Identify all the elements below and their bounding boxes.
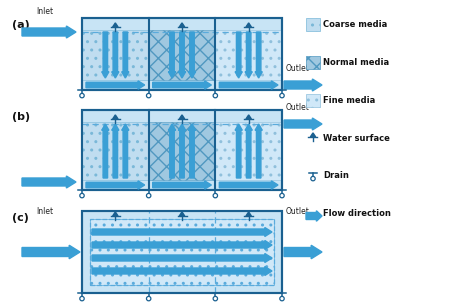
Polygon shape [113, 115, 118, 119]
Text: Inlet: Inlet [36, 7, 53, 16]
Bar [306, 18, 320, 31]
Text: Water surface: Water surface [323, 133, 390, 143]
Bar [82, 211, 282, 293]
FancyArrow shape [188, 32, 196, 78]
Text: (c): (c) [12, 213, 29, 223]
Bar [149, 30, 215, 80]
FancyArrow shape [235, 32, 242, 78]
Bar [149, 122, 215, 180]
FancyArrow shape [122, 124, 129, 178]
Text: Drain: Drain [323, 171, 349, 180]
Text: Outlet: Outlet [286, 207, 310, 216]
Bar [306, 94, 320, 107]
FancyArrow shape [112, 124, 119, 178]
Circle shape [146, 296, 151, 301]
FancyArrow shape [306, 211, 322, 221]
Text: Outlet: Outlet [286, 64, 310, 73]
FancyArrow shape [22, 176, 76, 188]
Circle shape [146, 93, 151, 98]
Bar [215, 122, 282, 180]
FancyArrow shape [284, 118, 322, 130]
FancyArrow shape [255, 124, 262, 178]
Circle shape [213, 193, 218, 198]
Text: Normal media: Normal media [323, 58, 389, 67]
FancyArrow shape [112, 32, 119, 78]
Polygon shape [246, 212, 251, 216]
FancyArrow shape [22, 26, 76, 38]
FancyArrow shape [235, 124, 242, 178]
Circle shape [280, 296, 284, 301]
FancyArrow shape [188, 124, 196, 178]
Text: Flow direction: Flow direction [323, 209, 391, 218]
Bar [82, 122, 149, 180]
FancyArrow shape [219, 81, 278, 89]
FancyArrow shape [168, 32, 175, 78]
Text: Coarse media: Coarse media [323, 19, 387, 29]
Text: (a): (a) [12, 20, 30, 30]
Bar [82, 211, 282, 293]
Polygon shape [179, 23, 185, 27]
Circle shape [280, 93, 284, 98]
Polygon shape [113, 212, 118, 216]
Circle shape [213, 93, 218, 98]
FancyArrow shape [92, 241, 272, 249]
FancyArrow shape [102, 32, 109, 78]
FancyArrow shape [178, 32, 186, 78]
FancyArrow shape [153, 81, 211, 89]
FancyArrow shape [255, 32, 262, 78]
FancyArrow shape [22, 245, 80, 259]
Circle shape [80, 296, 84, 301]
FancyArrow shape [178, 124, 186, 178]
Bar [82, 18, 282, 90]
Bar [82, 30, 149, 80]
Bar [306, 56, 320, 69]
Bar [82, 110, 282, 190]
Circle shape [146, 193, 151, 198]
Circle shape [80, 193, 84, 198]
Bar [90, 219, 274, 285]
Circle shape [280, 193, 284, 198]
Polygon shape [179, 212, 185, 216]
FancyArrow shape [86, 181, 145, 189]
FancyArrow shape [86, 81, 145, 89]
Circle shape [80, 93, 84, 98]
Text: Inlet: Inlet [36, 207, 53, 216]
Polygon shape [113, 23, 118, 27]
Circle shape [213, 296, 218, 301]
FancyArrow shape [168, 124, 175, 178]
Polygon shape [246, 23, 251, 27]
Bar [82, 18, 282, 90]
FancyArrow shape [245, 124, 252, 178]
Polygon shape [246, 115, 251, 119]
FancyArrow shape [92, 228, 272, 237]
Polygon shape [179, 115, 185, 119]
Text: (b): (b) [12, 112, 30, 122]
Text: Fine media: Fine media [323, 95, 375, 104]
FancyArrow shape [219, 181, 278, 189]
Bar [82, 110, 282, 190]
Bar [215, 30, 282, 80]
Text: Outlet: Outlet [286, 103, 310, 112]
FancyArrow shape [102, 124, 109, 178]
Circle shape [311, 176, 315, 181]
FancyArrow shape [92, 253, 272, 262]
FancyArrow shape [92, 266, 272, 275]
FancyArrow shape [153, 181, 211, 189]
FancyArrow shape [245, 32, 252, 78]
FancyArrow shape [284, 245, 322, 259]
Bar [90, 219, 274, 285]
Polygon shape [310, 133, 316, 137]
FancyArrow shape [122, 32, 129, 78]
Text: Inlet: Inlet [36, 179, 53, 188]
FancyArrow shape [284, 79, 322, 91]
